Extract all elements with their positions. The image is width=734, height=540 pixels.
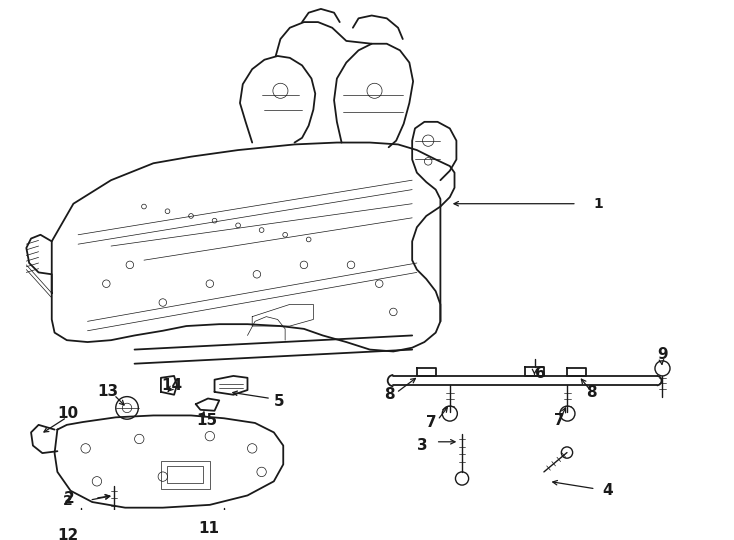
Text: 2: 2 (63, 494, 73, 508)
Text: 10: 10 (57, 406, 79, 421)
Text: 7: 7 (426, 415, 437, 430)
Bar (167, 466, 203, 483)
Text: 1: 1 (594, 197, 603, 211)
Text: 12: 12 (57, 529, 79, 540)
Text: 8: 8 (586, 386, 597, 400)
Text: 6: 6 (534, 366, 545, 381)
Text: 11: 11 (199, 521, 219, 536)
Text: 5: 5 (274, 394, 285, 409)
Text: 15: 15 (197, 413, 218, 428)
Text: 9: 9 (657, 347, 667, 362)
Text: 7: 7 (554, 413, 565, 428)
Text: 2: 2 (63, 491, 74, 506)
Text: 14: 14 (161, 378, 182, 393)
Bar (161, 461, 210, 489)
Text: 4: 4 (603, 483, 613, 498)
Text: 13: 13 (97, 384, 118, 400)
Text: 3: 3 (417, 438, 427, 453)
Text: 8: 8 (384, 387, 395, 402)
